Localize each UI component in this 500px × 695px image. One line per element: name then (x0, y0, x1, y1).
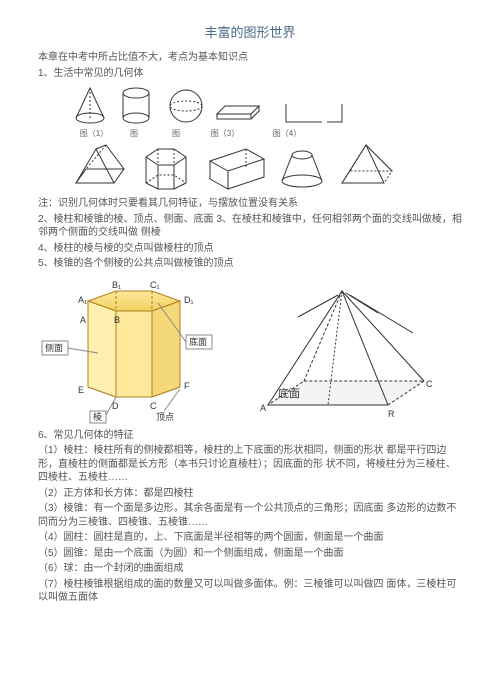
shapes-row-2 (72, 141, 402, 191)
para-6-3: （3）棱锥：有一个面是多边形，其余各面是有一个公共顶点的三角形；因底面 多边形的… (38, 502, 462, 529)
fig-cap-1: 图（1） (74, 128, 114, 139)
para-6-2: （2）正方体和长方体：都是四棱柱 (38, 487, 462, 501)
label-B1: B₁ (112, 280, 121, 290)
figure-row-2 (72, 141, 462, 191)
fig-cap-3: 图 (154, 128, 198, 139)
svg-text:R: R (388, 409, 395, 419)
svg-text:A: A (260, 403, 266, 413)
para-6-1: （1）棱柱：棱柱所有的侧棱都相等，棱柱的上下底面的形状相同，侧面的形状 都是平行… (38, 444, 462, 485)
para-6-6: （6）球：由一个封闭的曲面组成 (38, 562, 462, 576)
section-4: 4、棱柱的棱与棱的交点叫做棱柱的顶点 (38, 242, 462, 256)
para-6-7: （7）棱柱棱锥根据组成的面的数量又可以叫做多面体。例：三棱锥可以叫做四 面体，三… (38, 578, 462, 605)
label-base: 底面 (189, 336, 207, 347)
svg-text:E: E (78, 385, 84, 395)
label-B: B (114, 315, 120, 325)
fig-cap-2: 图 (114, 128, 154, 139)
section-1: 1、生活中常见的几何体 (38, 67, 462, 81)
section-5: 5、棱锥的各个侧棱的公共点叫做棱锥的顶点 (38, 257, 462, 271)
label-bottom: 底面 (278, 386, 300, 400)
section-6: 6、常见几何体的特征 (38, 429, 462, 443)
page-title: 丰富的图形世界 (38, 22, 462, 41)
label-A1: A₁ (78, 295, 87, 305)
note-1: 注：识别几何体时只要看其几何特征，与摆放位置没有关系 (38, 197, 462, 211)
shapes-row-1 (72, 84, 372, 128)
intro-text: 本章在中考中所占比值不大，考点为基本知识点 (38, 51, 462, 65)
svg-text:C: C (150, 401, 157, 411)
svg-text:C: C (426, 379, 433, 389)
svg-text:D₁: D₁ (184, 295, 194, 305)
svg-text:F: F (184, 381, 190, 391)
fig-cap-5: 图（4） (252, 128, 322, 139)
para-6-4: （4）圆柱：圆柱是直的，上、下底面是半径相等的两个圆面，侧面是一个曲面 (38, 531, 462, 545)
label-A: A (80, 315, 86, 325)
para-6-5: （5）圆锥：是由一个底面（为圆）和一个侧面组成，侧面是一个曲面 (38, 547, 462, 561)
label-edge: 棱 (93, 411, 102, 422)
section-2-3: 2、棱柱和棱锥的棱、顶点、侧面、底面 3、在棱柱和棱锥中，任何相邻两个面的交线叫… (38, 213, 462, 240)
label-C1: C₁ (150, 280, 160, 290)
pyramid-figure: 底面 R C A (238, 277, 448, 427)
fig-cap-4: 图（3） (198, 128, 252, 139)
label-vertex: 顶点 (156, 412, 174, 422)
label-side: 侧面 (45, 342, 63, 353)
figure-row-1: 图（1） 图 图 图（3） 图（4） (72, 84, 462, 139)
hex-prism-figure: B₁ C₁ D₁ A₁ A B E D C F 侧面 底面 棱 顶点 (38, 277, 218, 427)
